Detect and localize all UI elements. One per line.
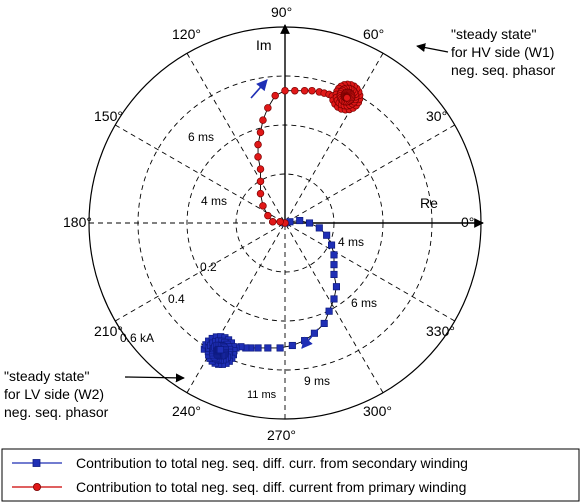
legend: Contribution to total neg. seq. diff. cu…: [1, 448, 580, 502]
radial-label-0.6: 0.6 kA: [120, 331, 154, 345]
angle-label-120: 120°: [172, 26, 201, 42]
angle-label-60: 60°: [363, 26, 384, 42]
time-labels: 4 ms 6 ms 4 ms 6 ms 9 ms 11 ms: [188, 130, 377, 401]
secondary-point-5: [323, 231, 331, 239]
angle-labels: 0° 30° 60° 90° 120° 150° 180° 210° 240° …: [63, 4, 474, 443]
primary-point-5: [256, 189, 265, 198]
primary-point-3: [264, 211, 272, 220]
secondary-point-18: [264, 344, 272, 352]
annotation-lv: "steady state" for LV side (W2) neg. seq…: [4, 368, 185, 420]
plot-area: [200, 80, 364, 368]
primary-point-13: [271, 91, 279, 100]
secondary-point-2: [296, 217, 304, 225]
secondary-point-94: [216, 346, 224, 354]
primary-point-14: [281, 86, 289, 95]
primary-point-10: [256, 128, 265, 137]
angle-label-150: 150°: [94, 108, 123, 124]
primary-point-15: [291, 86, 299, 95]
radial-label-0.2: 0.2: [200, 260, 217, 274]
series-0: [200, 217, 341, 368]
secondary-point-12: [325, 307, 333, 315]
secondary-point-9: [330, 270, 338, 279]
time-label-primary-6ms: 6 ms: [188, 130, 214, 144]
series-1: [254, 80, 364, 227]
angle-label-30: 30°: [426, 108, 447, 124]
angle-label-240: 240°: [172, 403, 201, 419]
radial-label-0.4: 0.4: [168, 292, 185, 306]
primary-point-17: [308, 86, 316, 95]
annotation-hv: "steady state" for HV side (W1) neg. seq…: [416, 26, 556, 78]
primary-point-9: [254, 140, 262, 149]
angle-label-180: 180°: [63, 214, 92, 230]
angle-label-210: 210°: [94, 323, 123, 339]
secondary-point-16: [288, 341, 296, 350]
primary-point-4: [259, 202, 267, 210]
time-label-secondary-4ms: 4 ms: [338, 235, 364, 249]
angle-label-90: 90°: [271, 4, 292, 20]
grid-spoke-150: [115, 124, 455, 322]
secondary-point-11: [330, 295, 338, 303]
secondary-point-8: [330, 261, 338, 269]
secondary-point-13: [320, 319, 328, 328]
legend-marker-secondary: [32, 459, 41, 467]
legend-label-secondary: Contribution to total neg. seq. diff. cu…: [76, 455, 468, 471]
annotation-hv-arrow: [416, 43, 449, 53]
angle-label-270: 270°: [267, 427, 296, 443]
legend-box: [1, 448, 580, 502]
legend-label-primary: Contribution to total neg. seq. diff. cu…: [76, 479, 466, 495]
secondary-point-7: [330, 251, 338, 259]
direction-arrow-primary: [250, 79, 268, 99]
direction-arrow-secondary: [301, 328, 319, 349]
primary-point-2: [269, 218, 277, 226]
annotation-hv-line-3: neg. seq. phasor: [451, 62, 556, 78]
annotation-lv-arrow: [124, 373, 185, 383]
legend-marker-primary: [33, 482, 42, 491]
imag-axis-label: Im: [256, 37, 272, 53]
real-axis-label: Re: [420, 195, 438, 211]
secondary-point-17: [276, 344, 284, 352]
primary-point-7: [256, 165, 265, 173]
secondary-point-3: [305, 219, 314, 227]
annotation-lv-line-1: "steady state": [4, 368, 89, 384]
secondary-point-4: [315, 224, 323, 232]
annotation-lv-line-3: neg. seq. phasor: [4, 404, 109, 420]
secondary-point-6: [328, 241, 336, 249]
primary-point-11: [259, 116, 267, 124]
secondary-point-10: [332, 283, 341, 291]
grid-spoke-30: [115, 124, 455, 322]
secondary-point-19: [254, 344, 262, 352]
time-label-secondary-6ms: 6 ms: [351, 296, 377, 310]
time-label-secondary-9ms: 9 ms: [304, 374, 330, 388]
time-label-primary-4ms: 4 ms: [201, 194, 227, 208]
primary-point-8: [254, 153, 262, 161]
angle-label-0: 0°: [461, 214, 474, 230]
primary-point-16: [300, 86, 309, 95]
annotation-hv-line-2: for HV side (W1): [451, 44, 554, 60]
grid-spoke-120: [186, 53, 384, 393]
radial-labels: 0.2 0.4 0.6 kA: [120, 260, 217, 345]
primary-point-92: [343, 94, 351, 102]
angle-label-330: 330°: [426, 323, 455, 339]
annotation-hv-line-1: "steady state": [451, 26, 536, 42]
angle-label-300: 300°: [363, 403, 392, 419]
time-label-secondary-11ms: 11 ms: [247, 389, 277, 401]
primary-point-1: [276, 218, 284, 226]
primary-point-6: [256, 177, 265, 186]
annotation-lv-line-2: for LV side (W2): [4, 386, 104, 402]
primary-point-12: [264, 104, 272, 112]
